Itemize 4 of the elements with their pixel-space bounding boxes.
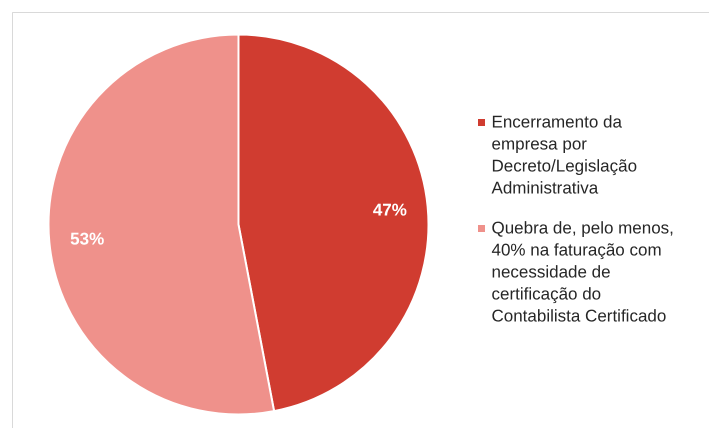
data-label: 53% bbox=[70, 229, 104, 248]
legend-label: Encerramento da empresa por Decreto/Legislação Administrativa bbox=[492, 112, 638, 198]
data-label: 47% bbox=[372, 200, 407, 220]
legend-label: Quebra de, pelo menos, 40% na faturação com necessidade de certificação do Contabilista Certificado bbox=[492, 218, 674, 326]
